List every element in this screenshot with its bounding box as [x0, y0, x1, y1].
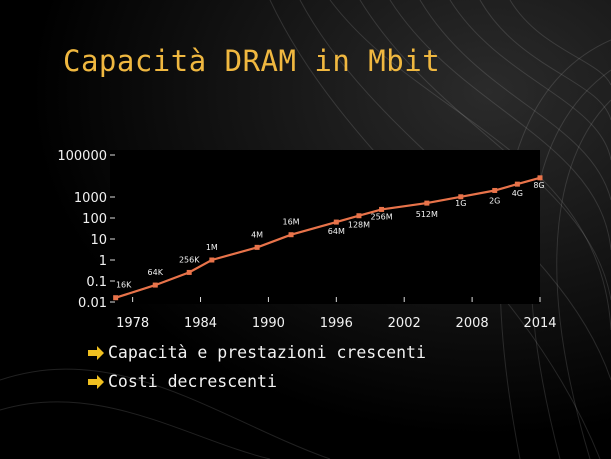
bullet-item: Costi decrescenti: [88, 370, 426, 399]
data-label: 8G: [533, 181, 544, 190]
arrow-right-icon: [88, 375, 104, 389]
data-point: [254, 244, 260, 250]
x-tick-label: 1984: [184, 316, 217, 331]
x-axis: 1978 1984 1990 1996 2002 2008 2014: [116, 297, 557, 331]
data-label: 16M: [283, 218, 300, 227]
slide-title: Capacità DRAM in Mbit: [63, 44, 441, 78]
data-label: 128M: [348, 221, 370, 230]
x-tick-label: 2008: [456, 316, 489, 331]
y-tick-label: 0.1: [86, 275, 107, 290]
y-tick-label: 100: [82, 212, 107, 227]
data-point: [379, 206, 385, 212]
y-tick-label: 1: [99, 254, 107, 269]
data-label: 1G: [455, 199, 466, 208]
data-label: 64K: [148, 268, 164, 277]
x-tick-label: 1996: [320, 316, 353, 331]
data-point: [537, 175, 543, 181]
data-point: [492, 187, 498, 193]
data-label: 2G: [489, 196, 500, 205]
arrow-right-icon: [88, 346, 104, 360]
y-tick-label: 100000: [57, 149, 107, 164]
data-label: 16K: [116, 281, 132, 290]
series-line: [115, 176, 541, 299]
y-axis: 0.01 0.1 1 10 100 1000 100000: [57, 149, 115, 311]
data-label: 256K: [179, 255, 200, 264]
data-label: 512M: [416, 210, 438, 219]
data-point: [424, 200, 430, 206]
data-label: 4M: [251, 230, 263, 239]
y-tick-label: 10: [90, 233, 107, 248]
data-point: [152, 282, 158, 288]
x-tick-label: 2014: [523, 316, 556, 331]
data-point: [186, 269, 192, 275]
bullet-list: Capacità e prestazioni crescenti Costi d…: [88, 341, 426, 399]
x-tick-label: 1978: [116, 316, 149, 331]
data-label: 4G: [512, 189, 523, 198]
data-point: [356, 213, 362, 219]
bullet-item: Capacità e prestazioni crescenti: [88, 341, 426, 370]
bullet-text: Costi decrescenti: [108, 372, 277, 391]
bullet-text: Capacità e prestazioni crescenti: [108, 343, 426, 362]
data-label: 64M: [328, 227, 345, 236]
data-label: 1M: [206, 243, 218, 252]
plot-area: [110, 150, 540, 304]
series-markers: [113, 175, 543, 301]
data-point: [514, 181, 520, 187]
data-point: [458, 194, 464, 200]
x-tick-label: 2002: [388, 316, 421, 331]
data-label: 256M: [370, 212, 392, 221]
data-point: [333, 219, 339, 225]
data-point: [209, 257, 215, 263]
y-tick-label: 1000: [74, 191, 107, 206]
data-point: [113, 295, 119, 301]
data-point: [288, 232, 294, 238]
y-tick-label: 0.01: [78, 296, 107, 311]
x-tick-label: 1990: [252, 316, 285, 331]
